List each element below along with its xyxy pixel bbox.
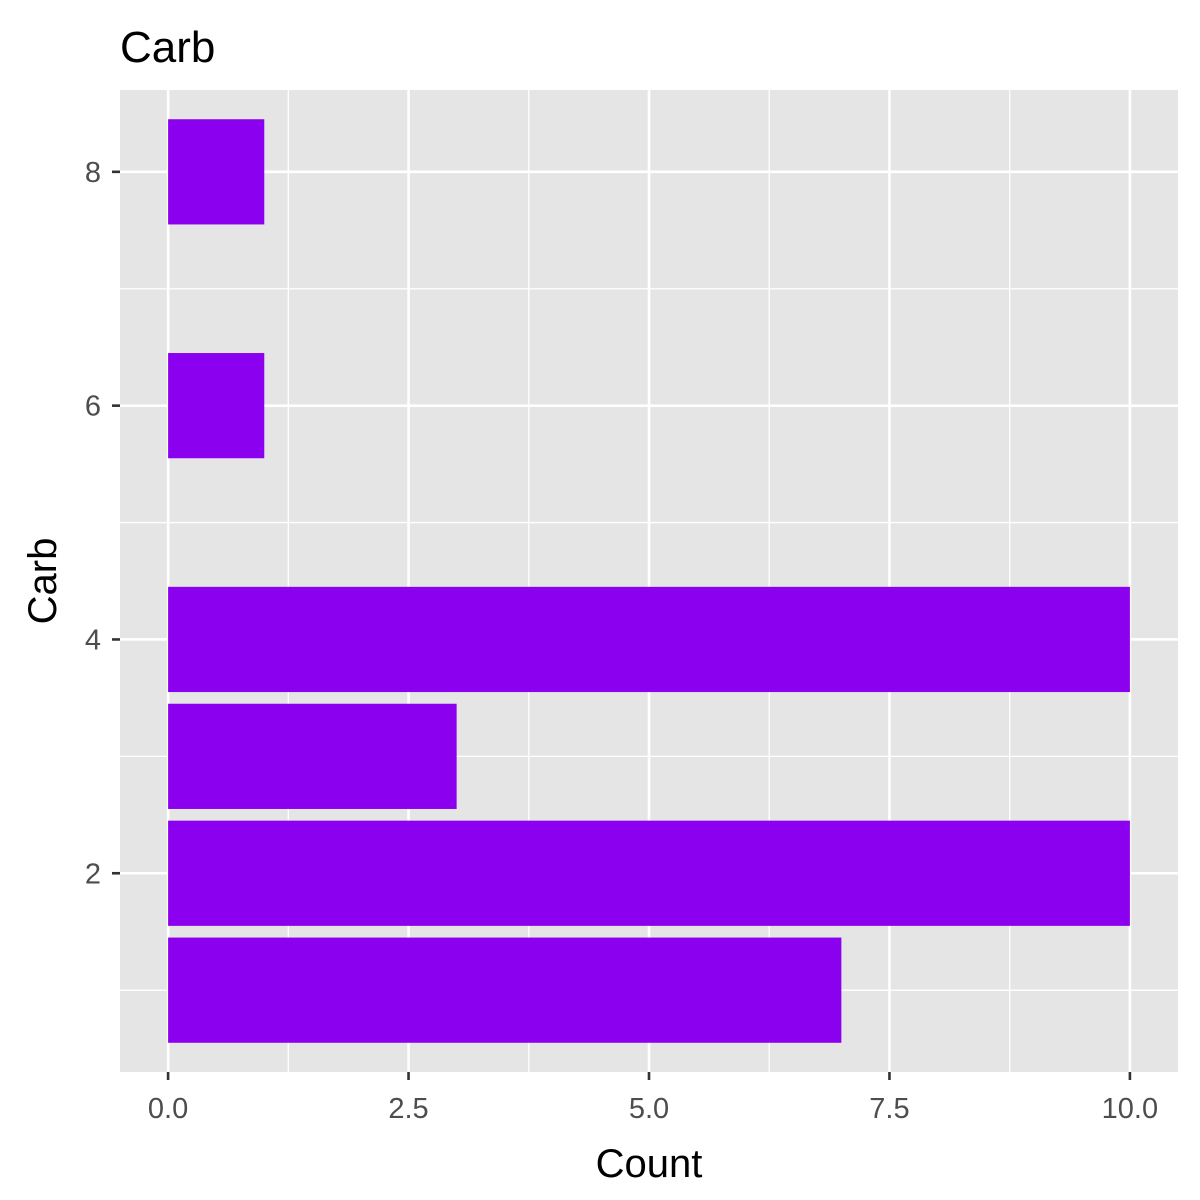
- x-axis: 0.0 2.5 5.0 7.5 10.0: [148, 1072, 1158, 1125]
- bar-carb-8: [168, 119, 265, 225]
- bar-carb-1: [168, 937, 842, 1043]
- chart-title: Carb: [120, 23, 215, 72]
- y-tick-label: 8: [85, 157, 101, 189]
- y-axis-title: Carb: [21, 538, 65, 625]
- x-tick-label: 5.0: [629, 1093, 669, 1125]
- bar-carb-4: [168, 586, 1130, 693]
- bar-carb-3: [168, 703, 457, 809]
- bar-carb-6: [168, 353, 265, 459]
- y-tick-label: 2: [85, 858, 101, 890]
- y-axis: 2 4 6 8: [85, 157, 120, 890]
- y-tick-label: 4: [85, 624, 101, 656]
- x-tick-label: 7.5: [869, 1093, 909, 1125]
- x-tick-label: 10.0: [1102, 1093, 1158, 1125]
- x-axis-title: Count: [596, 1142, 703, 1186]
- x-tick-label: 2.5: [388, 1093, 428, 1125]
- y-tick-label: 6: [85, 391, 101, 423]
- bars: [168, 119, 1130, 1043]
- bar-carb-2: [168, 820, 1130, 926]
- x-tick-label: 0.0: [148, 1093, 188, 1125]
